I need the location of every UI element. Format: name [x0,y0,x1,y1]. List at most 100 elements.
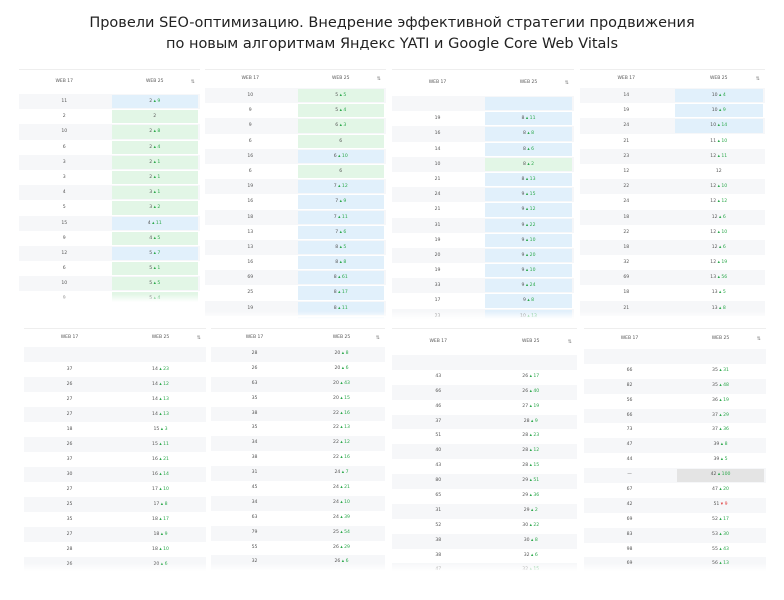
column-header-web25[interactable]: WEB 25 ⇅ [483,70,574,96]
position-value: 12 [715,168,722,174]
position-after: 17 ▴ 8 [115,497,206,512]
position-before: 22 [580,316,673,319]
column-header-label: WEB 25 [711,336,730,341]
sort-arrows-icon[interactable]: ⇅ [376,76,381,82]
table-header: WEB 17 WEB 25 ⇅ [580,69,765,89]
position-before: 15 [61,220,68,226]
position-after: 35 ▴ 31 [675,364,766,379]
position-value: 26 [522,373,529,379]
column-header-web17[interactable]: WEB 17 [60,335,79,340]
position-value: 8 [335,260,339,266]
position-before: 37 [66,457,73,462]
arrow-up-icon: ▴ [717,93,723,98]
position-delta: 36 [723,427,729,433]
table-header: WEB 17 WEB 25 ⇅ [24,328,206,348]
position-delta: 5 [343,244,347,250]
table-row: 38 30 ▴ 8 [392,533,577,549]
arrow-up-icon: ▴ [340,365,346,371]
position-before: 27 [66,397,73,402]
position-after: 8 ▴ 6 [483,142,574,157]
position-value: 4 [149,235,153,241]
position-delta: 10 [163,547,169,552]
column-header-web25[interactable]: WEB 25 ⇅ [110,70,201,94]
positions-table-4: WEB 17 WEB 25 ⇅ 14 10 ▴ 4 19 10 ▴ 9 24 10 ▴ 14 21… [580,69,765,319]
position-delta: 11 [529,116,536,122]
position-before: 22 [623,184,630,190]
position-value: 32 [523,552,530,558]
arrow-up-icon: ▴ [159,532,165,537]
sort-arrows-icon[interactable]: ⇅ [567,339,572,345]
sort-arrows-icon[interactable]: ⇅ [756,336,761,342]
column-header-web17[interactable]: WEB 17 [620,336,639,341]
arrow-up-icon: ▴ [157,517,164,522]
position-before: 11 [61,99,68,104]
position-delta: 2 [157,205,161,211]
position-before: 18 [247,214,254,220]
position-before: 38 [435,552,442,558]
position-value: 10 [520,313,526,319]
arrow-up-icon: ▴ [336,214,342,220]
position-after: 7 ▴ 6 [296,225,387,240]
position-after: 10 ▴ 14 [673,118,766,133]
position-value: 29 [523,507,530,513]
position-after: 16 ▴ 21 [115,452,206,467]
position-value: 18 [152,547,158,552]
sort-arrows-icon[interactable]: ⇅ [190,79,195,85]
column-header-web17[interactable]: WEB 17 [55,79,74,84]
position-after: 3 ▴ 2 [110,200,201,215]
sort-arrows-icon[interactable]: ⇅ [755,76,760,82]
column-header-web25[interactable]: WEB 25 ⇅ [298,329,385,347]
position-delta: 36 [533,493,540,499]
position-delta: 13 [529,176,536,182]
position-value: 5 [335,108,339,114]
highlight-chip [111,110,198,124]
column-header-web17[interactable]: WEB 17 [428,80,447,85]
column-header-web17[interactable]: WEB 17 [241,76,260,81]
position-before: 69 [247,275,254,281]
position-delta: 20 [529,252,536,258]
sort-arrows-icon[interactable]: ⇅ [375,335,380,341]
arrow-up-icon: ▴ [524,116,530,122]
column-header-web25[interactable]: WEB 25 ⇅ [296,70,387,88]
column-header-web17[interactable]: WEB 17 [245,335,264,340]
column-header-web17[interactable]: WEB 17 [617,76,636,81]
column-header-web17[interactable]: WEB 17 [429,339,448,344]
position-delta: 10 [721,138,728,144]
table-row: 73 37 ▴ 36 [584,423,766,438]
table-row: 37 16 ▴ 21 [24,452,206,467]
position-value: 22 [333,440,339,446]
position-delta: 15 [533,567,540,571]
arrow-up-icon: ▴ [716,123,722,129]
position-delta: 4 [343,108,347,114]
position-before: 31 [434,222,441,228]
column-header-web25[interactable]: WEB 25 ⇅ [115,329,206,347]
arrow-up-icon: ▴ [716,260,722,266]
column-header-web25[interactable]: WEB 25 ⇅ [673,70,766,88]
column-header-web25[interactable]: WEB 25 ⇅ [675,329,766,349]
position-delta: 12 [721,199,728,205]
position-after: 9 ▴ 22 [483,218,574,233]
column-header-web25[interactable]: WEB 25 ⇅ [485,329,578,355]
highlight-chip [297,180,384,194]
position-before: 67 [626,487,633,493]
sort-arrows-icon[interactable]: ⇅ [196,335,201,341]
position-after: 52 ▴ 17 [675,513,766,528]
position-delta: 4 [157,144,161,150]
position-after: 47 ▴ 20 [675,483,766,498]
position-after: 8 ▴ 61 [296,270,387,285]
arrow-up-icon: ▴ [338,260,344,266]
position-delta: 6 [534,552,538,558]
position-before: 16 [247,153,254,159]
heading-line-1: Провели SEO-оптимизацию. Внедрение эффек… [89,15,695,31]
position-after: 8 ▴ 8 [296,255,387,270]
position-delta: 10 [529,268,536,274]
position-after: 22 ▴ 16 [298,407,385,422]
position-before: 19 [247,184,254,190]
position-after: 12 ▴ 11 [673,149,766,164]
position-delta: 13 [723,561,729,567]
position-before: 28 [66,547,73,552]
position-after: 20 ▴ 15 [298,392,385,407]
table-row: 26 20 ▴ 6 [24,557,206,571]
position-before: 20 [434,252,441,258]
sort-arrows-icon[interactable]: ⇅ [564,80,569,86]
